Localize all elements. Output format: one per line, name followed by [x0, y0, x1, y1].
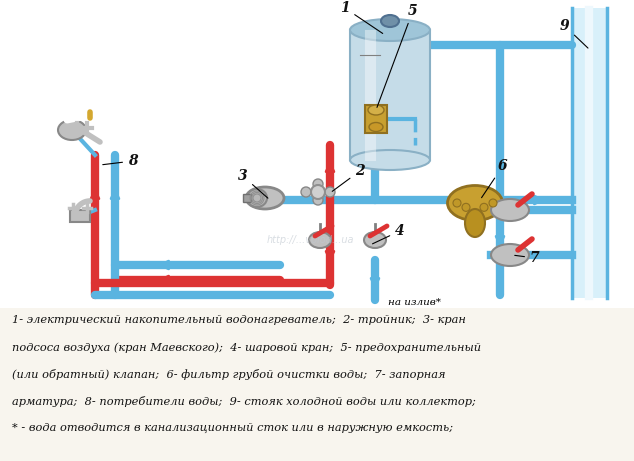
Ellipse shape	[350, 150, 430, 170]
Text: 5: 5	[377, 4, 418, 107]
Ellipse shape	[381, 15, 399, 27]
Bar	[350, 30, 430, 160]
Text: подсоса воздуха (кран Маевского);  4- шаровой кран;  5- предохранительный: подсоса воздуха (кран Маевского); 4- шар…	[12, 342, 481, 353]
Ellipse shape	[301, 187, 311, 197]
Ellipse shape	[491, 244, 529, 266]
Text: 7: 7	[515, 251, 540, 265]
Ellipse shape	[311, 185, 325, 199]
Circle shape	[462, 203, 470, 211]
Circle shape	[489, 199, 497, 207]
Ellipse shape	[58, 120, 86, 140]
Text: на излив*: на излив*	[388, 298, 441, 307]
Ellipse shape	[313, 179, 323, 189]
Bar	[365, 105, 387, 133]
Text: (или обратный) клапан;  6- фильтр грубой очистки воды;  7- запорная: (или обратный) клапан; 6- фильтр грубой …	[12, 369, 446, 380]
Text: 8: 8	[103, 154, 138, 168]
Ellipse shape	[313, 195, 323, 205]
Ellipse shape	[465, 209, 485, 237]
Text: 1- электрический накопительный водонагреватель;  2- тройник;  3- кран: 1- электрический накопительный водонагре…	[12, 315, 466, 325]
Text: http://...volod...ua: http://...volod...ua	[266, 235, 354, 245]
Ellipse shape	[325, 187, 335, 197]
Text: 9: 9	[560, 19, 588, 48]
Text: 1: 1	[340, 1, 383, 34]
Ellipse shape	[448, 185, 503, 220]
Ellipse shape	[369, 123, 383, 131]
Circle shape	[453, 199, 461, 207]
Bar	[70, 210, 90, 222]
Ellipse shape	[247, 189, 267, 207]
Ellipse shape	[491, 199, 529, 221]
Ellipse shape	[246, 187, 284, 209]
Text: 2: 2	[332, 164, 365, 191]
Ellipse shape	[309, 232, 331, 248]
Bar	[0, 0, 634, 308]
Ellipse shape	[350, 19, 430, 41]
Text: * - вода отводится в канализационный сток или в наружную емкость;: * - вода отводится в канализационный сто…	[12, 423, 453, 433]
Text: 4: 4	[373, 224, 404, 244]
Ellipse shape	[364, 232, 386, 248]
Ellipse shape	[313, 187, 323, 197]
Circle shape	[480, 203, 488, 211]
Bar	[243, 194, 251, 202]
Ellipse shape	[368, 105, 384, 115]
Text: 6: 6	[482, 159, 508, 198]
Polygon shape	[572, 8, 607, 298]
Text: арматура;  8- потребители воды;  9- стояк холодной воды или коллектор;: арматура; 8- потребители воды; 9- стояк …	[12, 396, 476, 407]
Bar	[0, 305, 634, 461]
Text: 3: 3	[238, 169, 268, 198]
